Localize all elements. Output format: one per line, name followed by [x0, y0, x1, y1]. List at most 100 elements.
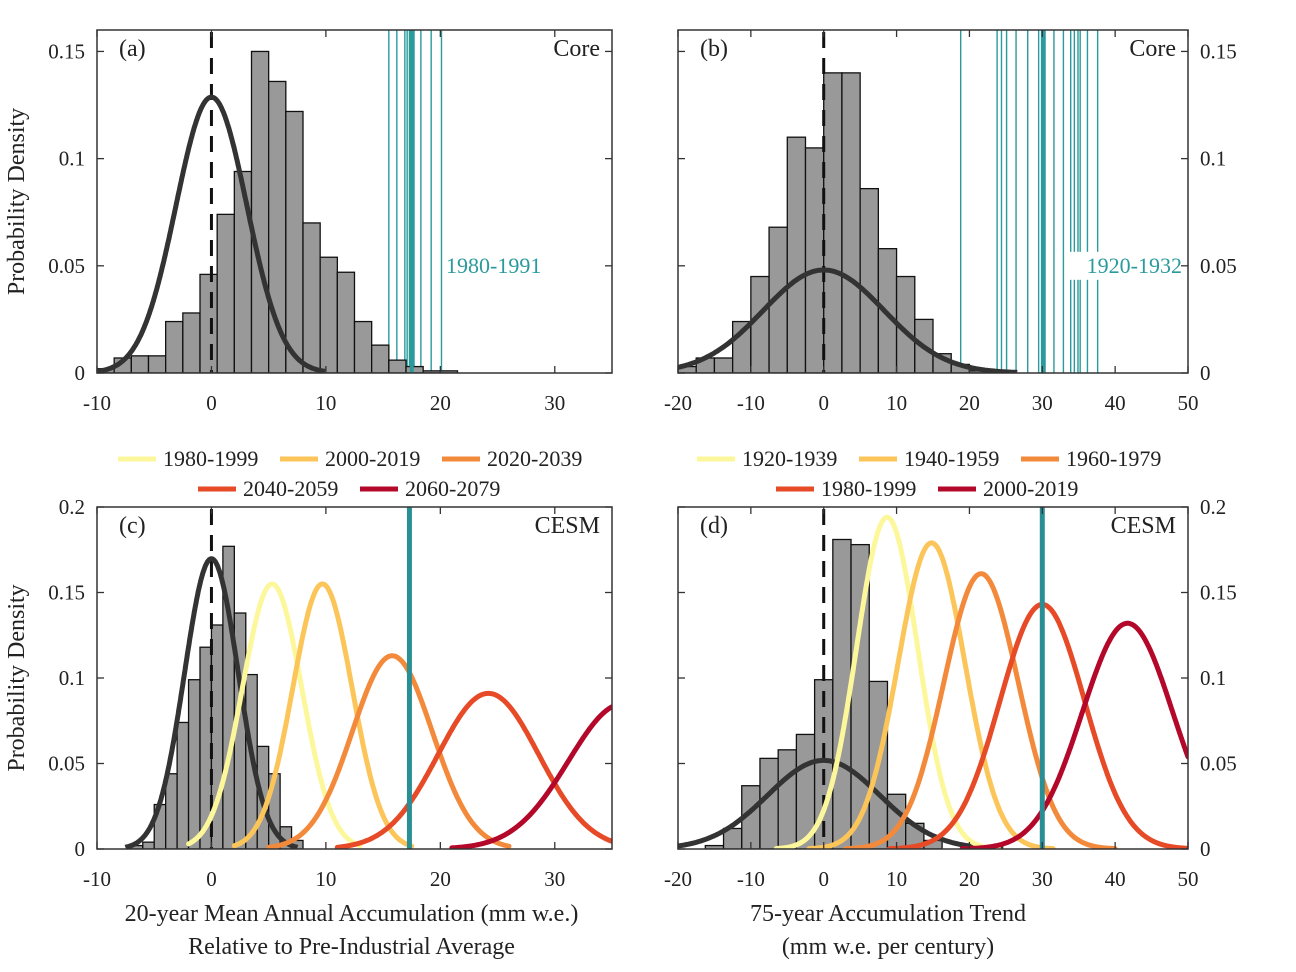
histogram-bar [199, 273, 218, 373]
corner-label: CESM [1111, 513, 1176, 539]
histogram-bar [841, 72, 861, 373]
corner-label: CESM [535, 513, 600, 539]
normal-fit-curve [123, 556, 300, 849]
x-tick-label: 40 [1105, 867, 1126, 891]
legend-label: 1980-1999 [821, 476, 916, 501]
histogram-bar [182, 312, 201, 373]
histogram-bar [388, 359, 407, 373]
observation-label: 1920-1932 [1087, 253, 1182, 278]
histogram-bar [353, 320, 373, 373]
histogram-bar [142, 841, 155, 849]
series-curve-2020-2039 [266, 653, 512, 849]
y-tick-label: 0.1 [1200, 666, 1226, 690]
y-tick-label: 0 [1200, 837, 1211, 861]
x-tick-label: 20 [959, 867, 980, 891]
legend-label: 1960-1979 [1066, 446, 1161, 471]
x-axis-label-line: 75-year Accumulation Trend [750, 901, 1026, 927]
x-tick-label: 50 [1178, 391, 1199, 415]
legend: 1980-1999 2000-2019 2020-2039 2040-2059 2060… [118, 446, 582, 501]
histogram-bar [130, 355, 150, 373]
plot-area [678, 30, 1099, 373]
axes-box [96, 29, 613, 374]
x-tick-label: -10 [737, 391, 765, 415]
series-curve-1980-1999 [886, 602, 1188, 849]
y-tick-label: 0.15 [48, 39, 85, 63]
y-tick-label: 0.05 [1200, 752, 1237, 776]
x-tick-label: 0 [206, 391, 217, 415]
plot-area [678, 507, 1188, 849]
x-axis-label-line: (mm w.e. per century) [782, 934, 994, 960]
y-tick-label: 0.15 [1200, 581, 1237, 605]
histogram-bar [371, 344, 390, 373]
x-tick-label: 40 [1105, 391, 1126, 415]
y-tick-label: 0 [75, 361, 86, 385]
y-tick-label: 0.2 [59, 495, 85, 519]
y-tick-label: 0.1 [59, 147, 85, 171]
y-tick-label: 0.05 [48, 752, 85, 776]
histogram-bar [786, 136, 807, 373]
x-tick-label: 20 [959, 391, 980, 415]
x-tick-label: -10 [737, 867, 765, 891]
x-tick-label: 30 [544, 391, 565, 415]
x-tick-label: 50 [1178, 867, 1199, 891]
x-tick-label: 10 [886, 391, 907, 415]
series-curve-1960-1979 [843, 571, 1118, 849]
x-tick-label: 10 [315, 867, 336, 891]
x-tick-label: 20 [430, 867, 451, 891]
y-tick-label: 0.05 [48, 254, 85, 278]
series-curve-2000-2019 [959, 620, 1188, 849]
panel-label: (a) [119, 36, 146, 62]
x-tick-label: 30 [544, 867, 565, 891]
series-curve-1980-1999 [186, 581, 363, 849]
normal-fit-curve [678, 757, 1005, 849]
histogram-bar [859, 187, 880, 373]
legend-label: 2000-2019 [325, 446, 420, 471]
legend-label: 1920-1939 [742, 446, 837, 471]
histogram-bar [165, 320, 184, 373]
series-curve-2060-2079 [449, 704, 612, 849]
y-tick-label: 0.05 [1200, 254, 1237, 278]
y-tick-label: 0.15 [48, 581, 85, 605]
histogram-bar [319, 256, 338, 373]
panel-label: (b) [700, 36, 728, 62]
histogram-bar [405, 365, 424, 373]
x-tick-label: 0 [206, 867, 217, 891]
histogram-bar [147, 355, 167, 373]
y-tick-label: 0 [75, 837, 86, 861]
normal-fit-curve [97, 94, 327, 373]
corner-label: Core [553, 36, 600, 62]
observation-label: 1980-1991 [446, 253, 541, 278]
histogram-bar [187, 679, 201, 849]
histogram-bar [759, 757, 779, 849]
normal-fit-curve [678, 267, 1019, 373]
x-tick-label: 0 [818, 867, 829, 891]
x-tick-label: 30 [1032, 867, 1053, 891]
series-curve-2000-2019 [231, 581, 415, 849]
histogram-bar [750, 275, 770, 373]
x-tick-label: 10 [315, 391, 336, 415]
series-curve-1940-1959 [806, 540, 1056, 849]
legend-label: 1980-1999 [163, 446, 258, 471]
plot-area [123, 507, 612, 849]
panel-c: -10 0 10 20 30 0 0.05 0.1 0.15 0.2 (c) CESM Probabil… [4, 446, 613, 960]
histogram-bar [285, 110, 304, 373]
x-tick-label: 30 [1032, 391, 1053, 415]
series-curve-2040-2059 [334, 690, 612, 849]
x-tick-label: -20 [664, 391, 692, 415]
legend-label: 2000-2019 [983, 476, 1078, 501]
legend: 1920-1939 1940-1959 1960-1979 1980-1999 2000… [697, 446, 1161, 501]
panel-label: (c) [119, 513, 146, 539]
histogram-bar [233, 170, 253, 373]
histogram-bar [777, 749, 798, 849]
x-tick-label: -10 [83, 391, 111, 415]
x-tick-label: 20 [430, 391, 451, 415]
legend-label: 1940-1959 [904, 446, 999, 471]
x-tick-label: 10 [886, 867, 907, 891]
x-tick-label: -10 [83, 867, 111, 891]
y-axis-label: Probability Density [4, 584, 30, 771]
y-tick-label: 0.2 [1200, 495, 1226, 519]
y-axis-label: Probability Density [4, 108, 30, 295]
legend-label: 2060-2079 [405, 476, 500, 501]
